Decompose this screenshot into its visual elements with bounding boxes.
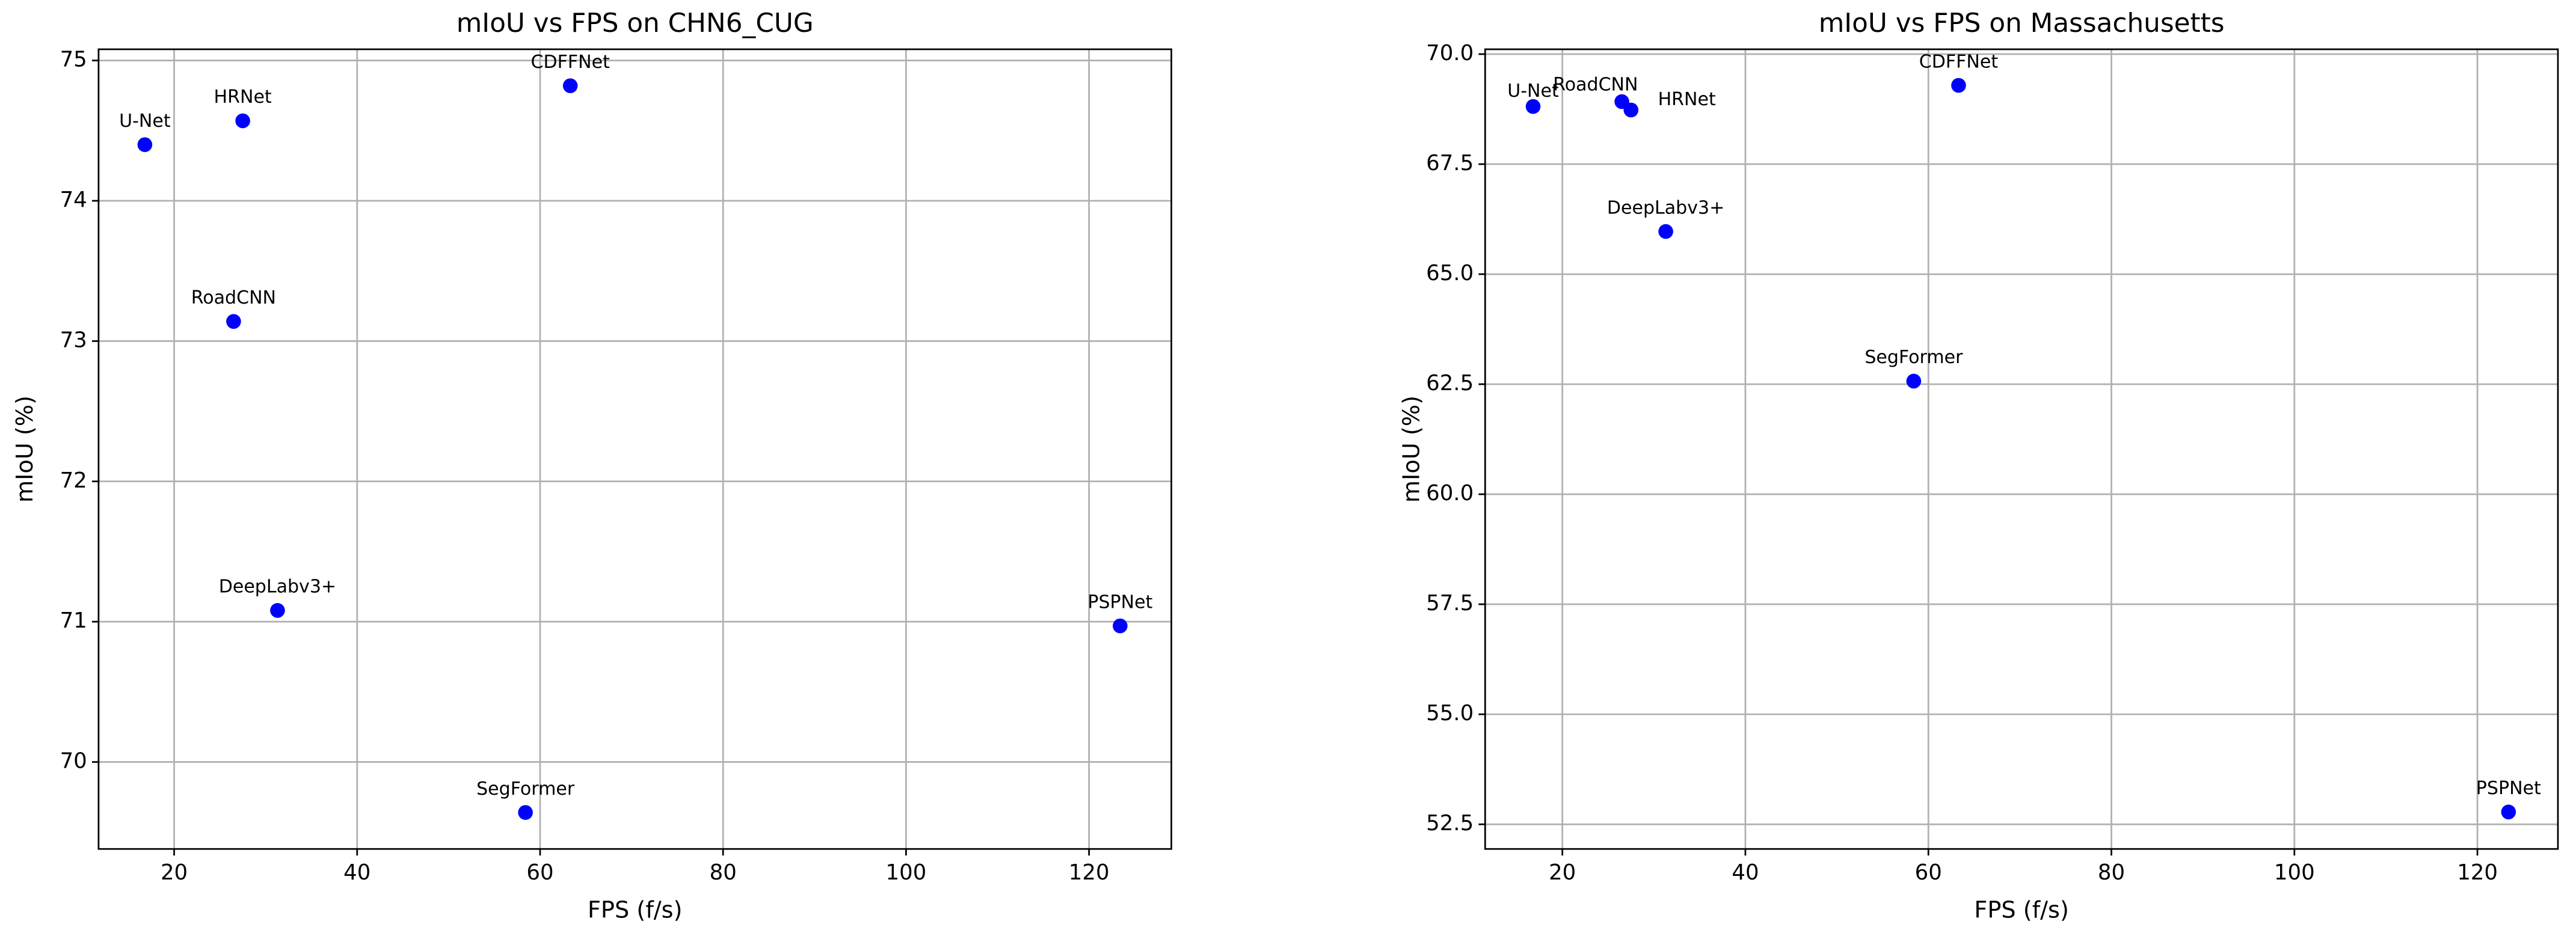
point-label: SegFormer (476, 778, 575, 800)
point-label: DeepLabv3+ (1607, 197, 1724, 218)
point (137, 137, 153, 152)
point (1658, 224, 1673, 239)
point-label: RoadCNN (1553, 74, 1638, 95)
x-tick-label: 80 (2098, 860, 2125, 885)
x-tick-label: 120 (1069, 860, 1110, 885)
chart-title: mIoU vs FPS on CHN6_CUG (456, 8, 814, 38)
y-tick-label: 60.0 (1426, 481, 1474, 506)
chart-title: mIoU vs FPS on Massachusetts (1819, 8, 2225, 38)
x-tick-label: 100 (886, 860, 927, 885)
y-tick-label: 55.0 (1426, 701, 1474, 726)
point-label: CDFFNet (531, 52, 610, 73)
point-label: DeepLabv3+ (219, 577, 336, 598)
point (1951, 78, 1966, 93)
point (1906, 373, 1922, 389)
y-tick-label: 71 (60, 608, 87, 633)
point-label: SegFormer (1864, 347, 1963, 368)
y-tick-label: 74 (60, 188, 87, 212)
x-tick-label: 20 (1549, 860, 1576, 885)
point (1623, 102, 1639, 118)
x-axis-label: FPS (f/s) (1974, 898, 2069, 924)
y-axis-label: mIoU (%) (12, 396, 38, 503)
x-tick-label: 60 (1915, 860, 1942, 885)
point (518, 805, 533, 820)
point-label: U-Net (119, 111, 171, 132)
y-tick-label: 52.5 (1426, 811, 1474, 836)
x-tick-label: 40 (343, 860, 370, 885)
y-tick-label: 62.5 (1426, 371, 1474, 396)
point (235, 113, 250, 129)
y-tick-label: 67.5 (1426, 151, 1474, 176)
y-tick-label: 72 (60, 468, 87, 493)
plot-frame (97, 48, 1172, 850)
point (1525, 99, 1541, 114)
point-label: PSPNet (2476, 778, 2541, 799)
y-tick-label: 57.5 (1426, 591, 1474, 616)
x-tick-label: 20 (161, 860, 188, 885)
point (1113, 618, 1128, 634)
x-tick-label: 60 (526, 860, 553, 885)
plot-frame (1484, 48, 2559, 850)
x-tick-label: 40 (1732, 860, 1759, 885)
point (2501, 804, 2516, 820)
y-tick-label: 70 (60, 749, 87, 774)
y-axis-label: mIoU (%) (1399, 396, 1425, 503)
point (226, 314, 241, 329)
point-label: U-Net (1507, 81, 1559, 102)
point-label: PSPNet (1087, 592, 1152, 613)
point (562, 78, 578, 93)
y-tick-label: 73 (60, 328, 87, 352)
point-label: RoadCNN (191, 287, 276, 308)
point-label: HRNet (1658, 89, 1716, 110)
point-label: HRNet (214, 87, 272, 108)
point-label: CDFFNet (1919, 51, 1999, 72)
x-tick-label: 100 (2274, 860, 2315, 885)
y-tick-label: 70.0 (1426, 41, 1474, 66)
y-tick-label: 65.0 (1426, 261, 1474, 286)
y-tick-label: 75 (60, 47, 87, 72)
point (270, 603, 285, 618)
x-axis-label: FPS (f/s) (588, 898, 683, 924)
x-tick-label: 120 (2457, 860, 2498, 885)
x-tick-label: 80 (710, 860, 737, 885)
